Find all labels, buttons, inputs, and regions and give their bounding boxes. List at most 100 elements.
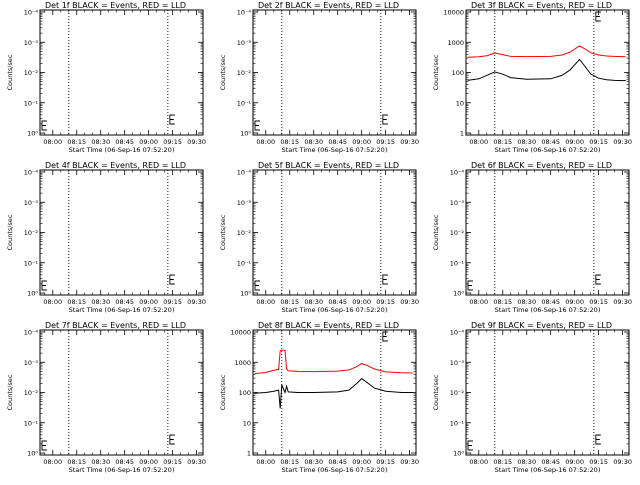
e-marker-glyph — [41, 280, 47, 291]
e-marker-glyph — [467, 280, 473, 291]
y-tick-label: 10⁻² — [237, 69, 252, 77]
x-tick-label: 09:00 — [139, 298, 158, 306]
x-tick-label: 08:00 — [469, 138, 488, 146]
x-tick-label: 08:00 — [256, 298, 275, 306]
x-tick-label: 09:15 — [589, 298, 608, 306]
x-tick-label: 09:00 — [352, 458, 371, 466]
y-tick-label: 10⁻⁴ — [24, 169, 39, 177]
y-tick-label: 10⁻¹ — [237, 99, 252, 107]
x-tick-label: 08:00 — [469, 458, 488, 466]
x-tick-label: 09:15 — [376, 298, 395, 306]
x-tick-label: 08:30 — [304, 458, 323, 466]
x-axis-label: Start Time (06-Sep-16 07:52:20) — [282, 146, 388, 154]
x-tick-label: 09:30 — [400, 458, 419, 466]
y-axis-label: Counts/sec — [219, 214, 227, 250]
x-tick-label: 09:15 — [163, 138, 182, 146]
y-axis-label: Counts/sec — [432, 54, 440, 90]
x-tick-label: 09:15 — [589, 458, 608, 466]
e-marker-glyph — [254, 280, 260, 291]
x-axis-label: Start Time (06-Sep-16 07:52:20) — [69, 306, 175, 314]
x-tick-label: 08:30 — [517, 138, 536, 146]
x-tick-label: 09:30 — [400, 138, 419, 146]
x-tick-label: 08:15 — [67, 298, 86, 306]
y-tick-label: 10 — [456, 99, 464, 107]
y-tick-label: 10⁻³ — [24, 39, 39, 47]
e-marker-glyph — [382, 331, 388, 342]
x-tick-label: 08:15 — [280, 458, 299, 466]
y-tick-label: 10⁻³ — [450, 199, 465, 207]
x-tick-label: 08:30 — [517, 298, 536, 306]
e-marker-glyph — [595, 274, 601, 285]
x-tick-label: 09:30 — [187, 298, 206, 306]
x-tick-label: 09:15 — [376, 138, 395, 146]
x-tick-label: 09:00 — [139, 138, 158, 146]
x-tick-label: 09:30 — [613, 138, 632, 146]
y-tick-label: 10⁻² — [24, 229, 39, 237]
panel-title: Det 4f BLACK = Events, RED = LLD — [45, 161, 186, 170]
panel-title: Det 5f BLACK = Events, RED = LLD — [258, 161, 399, 170]
y-axis-label: Counts/sec — [6, 54, 14, 90]
x-tick-label: 09:30 — [187, 138, 206, 146]
panel-det-8f: Det 8f BLACK = Events, RED = LLD Counts/s… — [219, 321, 419, 474]
y-tick-label: 10⁻⁴ — [237, 169, 252, 177]
series-line-lld-red — [467, 45, 626, 58]
x-tick-label: 08:00 — [43, 298, 62, 306]
y-tick-label: 10⁰ — [453, 450, 464, 458]
x-tick-label: 08:30 — [304, 138, 323, 146]
y-tick-label: 1000 — [447, 39, 464, 47]
panel-det-3f: Det 3f BLACK = Events, RED = LLD Counts/s… — [432, 1, 632, 154]
x-tick-label: 08:15 — [493, 298, 512, 306]
y-tick-label: 10⁻⁴ — [24, 9, 39, 17]
e-marker-glyph — [169, 434, 175, 445]
x-axis-label: Start Time (06-Sep-16 07:52:20) — [495, 466, 601, 474]
e-marker-glyph — [467, 440, 473, 451]
y-tick-label: 10⁰ — [240, 290, 251, 298]
x-tick-label: 09:15 — [589, 138, 608, 146]
y-tick-label: 10⁻³ — [24, 359, 39, 367]
y-tick-label: 10⁻³ — [24, 199, 39, 207]
series-line-events-black — [254, 377, 413, 409]
y-tick-label: 100 — [452, 69, 464, 77]
x-tick-label: 09:30 — [613, 298, 632, 306]
x-tick-label: 09:30 — [187, 458, 206, 466]
y-tick-label: 10⁻¹ — [450, 259, 465, 267]
y-axis-label: Counts/sec — [6, 374, 14, 410]
panel-title: Det 1f BLACK = Events, RED = LLD — [45, 1, 186, 10]
x-tick-label: 08:00 — [43, 458, 62, 466]
panel-title: Det 7f BLACK = Events, RED = LLD — [45, 321, 186, 330]
y-tick-label: 100 — [239, 389, 251, 397]
x-tick-label: 09:00 — [352, 298, 371, 306]
e-marker-glyph — [595, 434, 601, 445]
x-axis-label: Start Time (06-Sep-16 07:52:20) — [282, 466, 388, 474]
panel-det-7f: Det 7f BLACK = Events, RED = LLD Counts/s… — [6, 321, 206, 474]
x-tick-label: 09:15 — [163, 298, 182, 306]
y-tick-label: 10⁰ — [240, 130, 251, 138]
x-tick-label: 08:45 — [541, 298, 560, 306]
y-tick-label: 10⁻¹ — [24, 419, 39, 427]
x-tick-label: 08:45 — [328, 298, 347, 306]
y-axis-label: Counts/sec — [432, 214, 440, 250]
e-marker-glyph — [169, 114, 175, 125]
x-tick-label: 08:15 — [67, 138, 86, 146]
x-tick-label: 09:15 — [163, 458, 182, 466]
y-tick-label: 10 — [243, 419, 251, 427]
x-tick-label: 08:00 — [469, 298, 488, 306]
x-tick-label: 08:45 — [115, 458, 134, 466]
panel-det-5f: Det 5f BLACK = Events, RED = LLD Counts/s… — [219, 161, 419, 314]
y-tick-label: 10⁻² — [24, 389, 39, 397]
x-tick-label: 08:00 — [43, 138, 62, 146]
panel-det-9f: Det 9f BLACK = Events, RED = LLD Counts/s… — [432, 321, 632, 474]
y-tick-label: 10⁻⁴ — [24, 329, 39, 337]
y-axis-label: Counts/sec — [219, 54, 227, 90]
x-tick-label: 08:15 — [280, 298, 299, 306]
x-tick-label: 08:15 — [280, 138, 299, 146]
y-tick-label: 10⁰ — [27, 130, 38, 138]
series-line-lld-red — [254, 349, 413, 375]
y-tick-label: 10⁻⁴ — [450, 169, 465, 177]
x-axis-label: Start Time (06-Sep-16 07:52:20) — [495, 306, 601, 314]
y-axis-label: Counts/sec — [6, 214, 14, 250]
y-tick-label: 1000 — [234, 359, 251, 367]
x-tick-label: 08:00 — [256, 458, 275, 466]
